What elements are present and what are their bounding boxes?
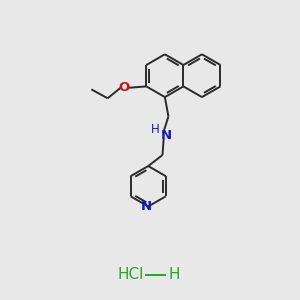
Text: HCl: HCl bbox=[118, 267, 144, 282]
Text: O: O bbox=[118, 81, 130, 94]
Text: H: H bbox=[151, 123, 160, 136]
Text: N: N bbox=[161, 129, 172, 142]
Text: N: N bbox=[141, 200, 152, 213]
Text: H: H bbox=[168, 267, 180, 282]
